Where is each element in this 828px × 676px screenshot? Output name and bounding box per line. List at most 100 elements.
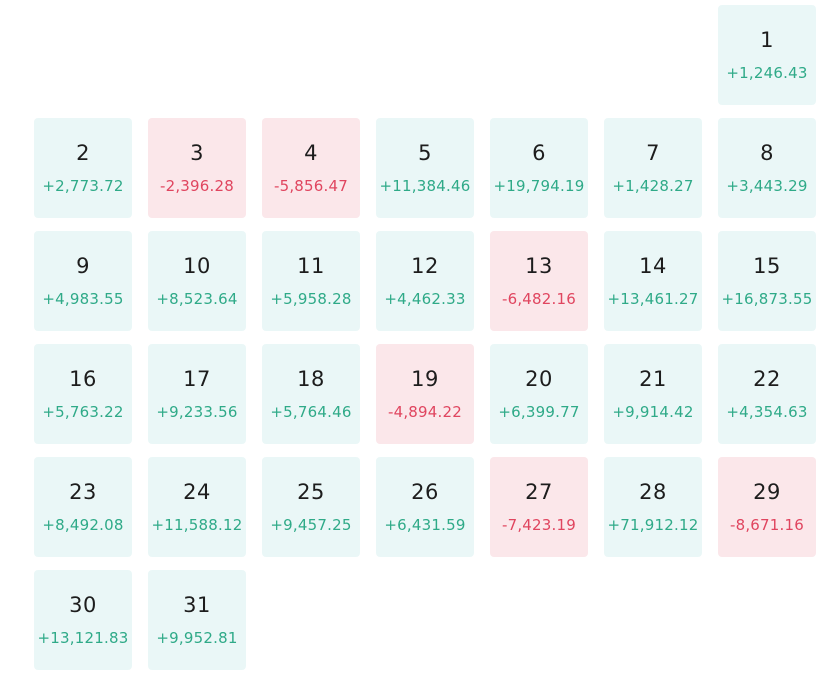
- day-number: 9: [76, 253, 90, 278]
- day-profit-value: +13,121.83: [37, 628, 129, 647]
- day-number: 2: [76, 140, 90, 165]
- day-profit-value: +4,354.63: [726, 402, 808, 421]
- day-profit-value: +8,523.64: [156, 289, 238, 308]
- day-profit-value: +6,431.59: [384, 515, 466, 534]
- day-number: 19: [411, 366, 439, 391]
- day-number: 11: [297, 253, 325, 278]
- day-cell-29[interactable]: 29 -8,671.16: [718, 457, 816, 557]
- day-loss-value: -2,396.28: [159, 176, 234, 195]
- day-number: 10: [183, 253, 211, 278]
- empty-day-cell: [34, 5, 132, 105]
- pnl-calendar: 1 +1,246.43 2 +2,773.72 3 -2,396.28 4 -5,856.47…: [34, 5, 816, 670]
- day-number: 30: [69, 592, 97, 617]
- day-profit-value: +71,912.12: [607, 515, 699, 534]
- day-loss-value: -5,856.47: [273, 176, 348, 195]
- day-loss-value: -6,482.16: [501, 289, 576, 308]
- day-number: 16: [69, 366, 97, 391]
- day-number: 20: [525, 366, 553, 391]
- day-profit-value: +2,773.72: [42, 176, 124, 195]
- day-cell-27[interactable]: 27 -7,423.19: [490, 457, 588, 557]
- empty-day-cell: [490, 5, 588, 105]
- day-cell-8[interactable]: 8 +3,443.29: [718, 118, 816, 218]
- empty-day-cell: [376, 5, 474, 105]
- day-profit-value: +8,492.08: [42, 515, 124, 534]
- day-cell-14[interactable]: 14 +13,461.27: [604, 231, 702, 331]
- day-cell-6[interactable]: 6 +19,794.19: [490, 118, 588, 218]
- day-number: 15: [753, 253, 781, 278]
- day-cell-12[interactable]: 12 +4,462.33: [376, 231, 474, 331]
- day-cell-17[interactable]: 17 +9,233.56: [148, 344, 246, 444]
- day-number: 13: [525, 253, 553, 278]
- day-number: 12: [411, 253, 439, 278]
- day-number: 29: [753, 479, 781, 504]
- day-cell-19[interactable]: 19 -4,894.22: [376, 344, 474, 444]
- day-cell-13[interactable]: 13 -6,482.16: [490, 231, 588, 331]
- day-number: 8: [760, 140, 774, 165]
- day-cell-18[interactable]: 18 +5,764.46: [262, 344, 360, 444]
- day-number: 17: [183, 366, 211, 391]
- day-number: 22: [753, 366, 781, 391]
- day-cell-20[interactable]: 20 +6,399.77: [490, 344, 588, 444]
- day-profit-value: +11,384.46: [379, 176, 471, 195]
- day-profit-value: +11,588.12: [151, 515, 243, 534]
- day-profit-value: +9,233.56: [156, 402, 238, 421]
- day-profit-value: +9,457.25: [270, 515, 352, 534]
- day-profit-value: +19,794.19: [493, 176, 585, 195]
- day-profit-value: +1,246.43: [726, 63, 808, 82]
- day-cell-22[interactable]: 22 +4,354.63: [718, 344, 816, 444]
- day-profit-value: +5,958.28: [270, 289, 352, 308]
- day-cell-16[interactable]: 16 +5,763.22: [34, 344, 132, 444]
- day-cell-9[interactable]: 9 +4,983.55: [34, 231, 132, 331]
- day-cell-31[interactable]: 31 +9,952.81: [148, 570, 246, 670]
- day-profit-value: +13,461.27: [607, 289, 699, 308]
- day-profit-value: +4,983.55: [42, 289, 124, 308]
- day-profit-value: +9,952.81: [156, 628, 238, 647]
- day-profit-value: +5,763.22: [42, 402, 124, 421]
- day-cell-1[interactable]: 1 +1,246.43: [718, 5, 816, 105]
- day-profit-value: +1,428.27: [612, 176, 694, 195]
- day-cell-23[interactable]: 23 +8,492.08: [34, 457, 132, 557]
- day-number: 21: [639, 366, 667, 391]
- day-cell-30[interactable]: 30 +13,121.83: [34, 570, 132, 670]
- day-cell-2[interactable]: 2 +2,773.72: [34, 118, 132, 218]
- day-cell-26[interactable]: 26 +6,431.59: [376, 457, 474, 557]
- day-number: 28: [639, 479, 667, 504]
- empty-day-cell: [262, 5, 360, 105]
- day-profit-value: +5,764.46: [270, 402, 352, 421]
- day-cell-24[interactable]: 24 +11,588.12: [148, 457, 246, 557]
- day-profit-value: +3,443.29: [726, 176, 808, 195]
- day-number: 3: [190, 140, 204, 165]
- day-profit-value: +4,462.33: [384, 289, 466, 308]
- day-loss-value: -8,671.16: [729, 515, 804, 534]
- day-loss-value: -4,894.22: [387, 402, 462, 421]
- day-cell-4[interactable]: 4 -5,856.47: [262, 118, 360, 218]
- day-number: 24: [183, 479, 211, 504]
- day-profit-value: +16,873.55: [721, 289, 813, 308]
- day-number: 25: [297, 479, 325, 504]
- day-number: 26: [411, 479, 439, 504]
- day-profit-value: +9,914.42: [612, 402, 694, 421]
- empty-day-cell: [604, 5, 702, 105]
- day-cell-15[interactable]: 15 +16,873.55: [718, 231, 816, 331]
- day-profit-value: +6,399.77: [498, 402, 580, 421]
- day-number: 1: [760, 27, 774, 52]
- day-cell-7[interactable]: 7 +1,428.27: [604, 118, 702, 218]
- day-cell-10[interactable]: 10 +8,523.64: [148, 231, 246, 331]
- day-number: 7: [646, 140, 660, 165]
- day-cell-3[interactable]: 3 -2,396.28: [148, 118, 246, 218]
- day-number: 31: [183, 592, 211, 617]
- day-cell-5[interactable]: 5 +11,384.46: [376, 118, 474, 218]
- day-number: 4: [304, 140, 318, 165]
- empty-day-cell: [148, 5, 246, 105]
- day-number: 18: [297, 366, 325, 391]
- day-number: 27: [525, 479, 553, 504]
- day-cell-11[interactable]: 11 +5,958.28: [262, 231, 360, 331]
- day-number: 5: [418, 140, 432, 165]
- day-cell-25[interactable]: 25 +9,457.25: [262, 457, 360, 557]
- day-number: 23: [69, 479, 97, 504]
- day-loss-value: -7,423.19: [501, 515, 576, 534]
- day-number: 14: [639, 253, 667, 278]
- day-number: 6: [532, 140, 546, 165]
- day-cell-21[interactable]: 21 +9,914.42: [604, 344, 702, 444]
- day-cell-28[interactable]: 28 +71,912.12: [604, 457, 702, 557]
